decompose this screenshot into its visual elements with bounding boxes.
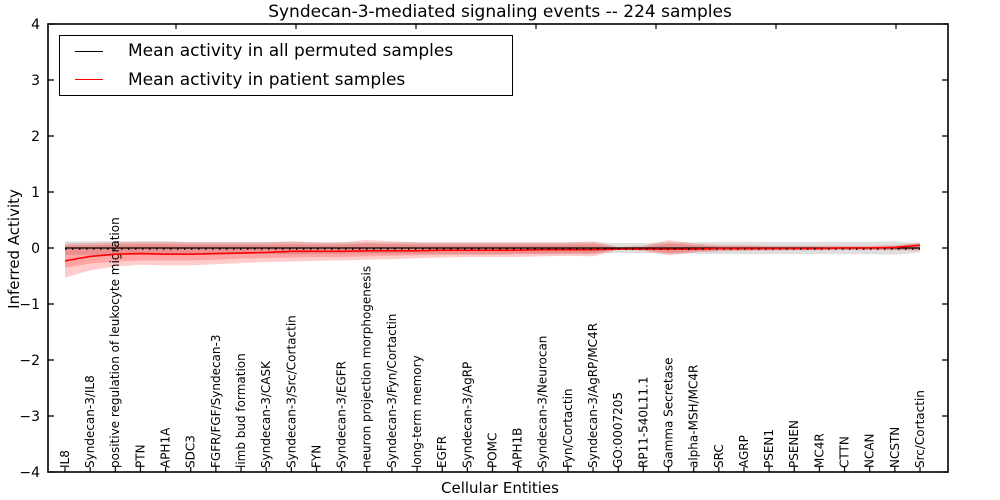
x-tick-label: IL8 [58, 450, 72, 468]
x-tick-label: long-term memory [410, 355, 424, 468]
patient-line-swatch [75, 79, 103, 81]
legend-item-patient: Mean activity in patient samples [60, 67, 512, 93]
permuted-line-swatch [75, 50, 103, 52]
x-tick-label: SDC3 [184, 435, 198, 468]
x-tick-label: alpha-MSH/MC4R [687, 365, 701, 468]
y-tick-label: −2 [19, 353, 40, 369]
y-tick-label: 3 [31, 73, 40, 89]
x-tick-label: Syndecan-3/Src/Cortactin [284, 315, 298, 468]
legend-label-permuted: Mean activity in all permuted samples [128, 41, 454, 62]
x-tick-label: AGRP [737, 435, 751, 468]
x-tick-label: POMC [485, 433, 499, 468]
x-tick-label: NCSTN [888, 427, 902, 468]
y-tick-label: 4 [31, 17, 40, 33]
x-tick-label: Fyn/Cortactin [561, 388, 575, 468]
x-tick-label: Syndecan-3/AgRP [460, 362, 474, 468]
x-tick-label: APH1A [159, 427, 173, 468]
y-tick-label: −4 [19, 465, 40, 481]
x-tick-label: Syndecan-3/IL8 [83, 375, 97, 468]
x-tick-label: PSENEN [787, 420, 801, 468]
y-tick-label: 0 [31, 241, 40, 257]
x-tick-label: Syndecan-3/EGFR [335, 361, 349, 468]
x-tick-label: FYN [309, 445, 323, 468]
legend-label-patient: Mean activity in patient samples [128, 69, 406, 90]
x-tick-label: CTTN [838, 436, 852, 468]
x-tick-label: PSEN1 [762, 429, 776, 468]
chart-title: Syndecan-3-mediated signaling events -- … [268, 2, 732, 22]
x-tick-label: Syndecan-3/AgRP/MC4R [586, 323, 600, 468]
x-tick-label: Syndecan-3/CASK [259, 360, 273, 468]
y-tick-label: −3 [19, 409, 40, 425]
x-tick-label: limb bud formation [234, 353, 248, 468]
x-tick-label: positive regulation of leukocyte migrati… [108, 217, 122, 468]
x-tick-label: PTN [133, 444, 147, 468]
y-tick-label: −1 [19, 297, 40, 313]
x-tick-label: FGFR/FGF/Syndecan-3 [209, 335, 223, 468]
patient-mean-line [64, 244, 921, 262]
x-tick-label: NCAN [863, 433, 877, 468]
legend: Mean activity in all permuted samples Me… [59, 35, 513, 96]
x-tick-label: Gamma Secretase [661, 357, 675, 468]
x-tick-label: neuron projection morphogenesis [360, 266, 374, 468]
x-tick-label: Syndecan-3/Neurocan [536, 336, 550, 468]
y-tick-label: 1 [31, 185, 40, 201]
x-tick-label: Src/Cortactin [913, 390, 927, 468]
x-tick-label: Syndecan-3/Fyn/Cortactin [385, 314, 399, 468]
legend-item-permuted: Mean activity in all permuted samples [60, 38, 512, 64]
x-axis-label: Cellular Entities [441, 479, 559, 497]
x-tick-label: GO:0007205 [611, 392, 625, 468]
x-tick-label: SRC [712, 444, 726, 468]
x-tick-label: APH1B [511, 428, 525, 468]
x-tick-label: EGFR [435, 436, 449, 468]
x-tick-label: RP11-540L11.1 [636, 377, 650, 468]
y-tick-label: 2 [31, 129, 40, 145]
x-tick-label: MC4R [812, 433, 826, 468]
